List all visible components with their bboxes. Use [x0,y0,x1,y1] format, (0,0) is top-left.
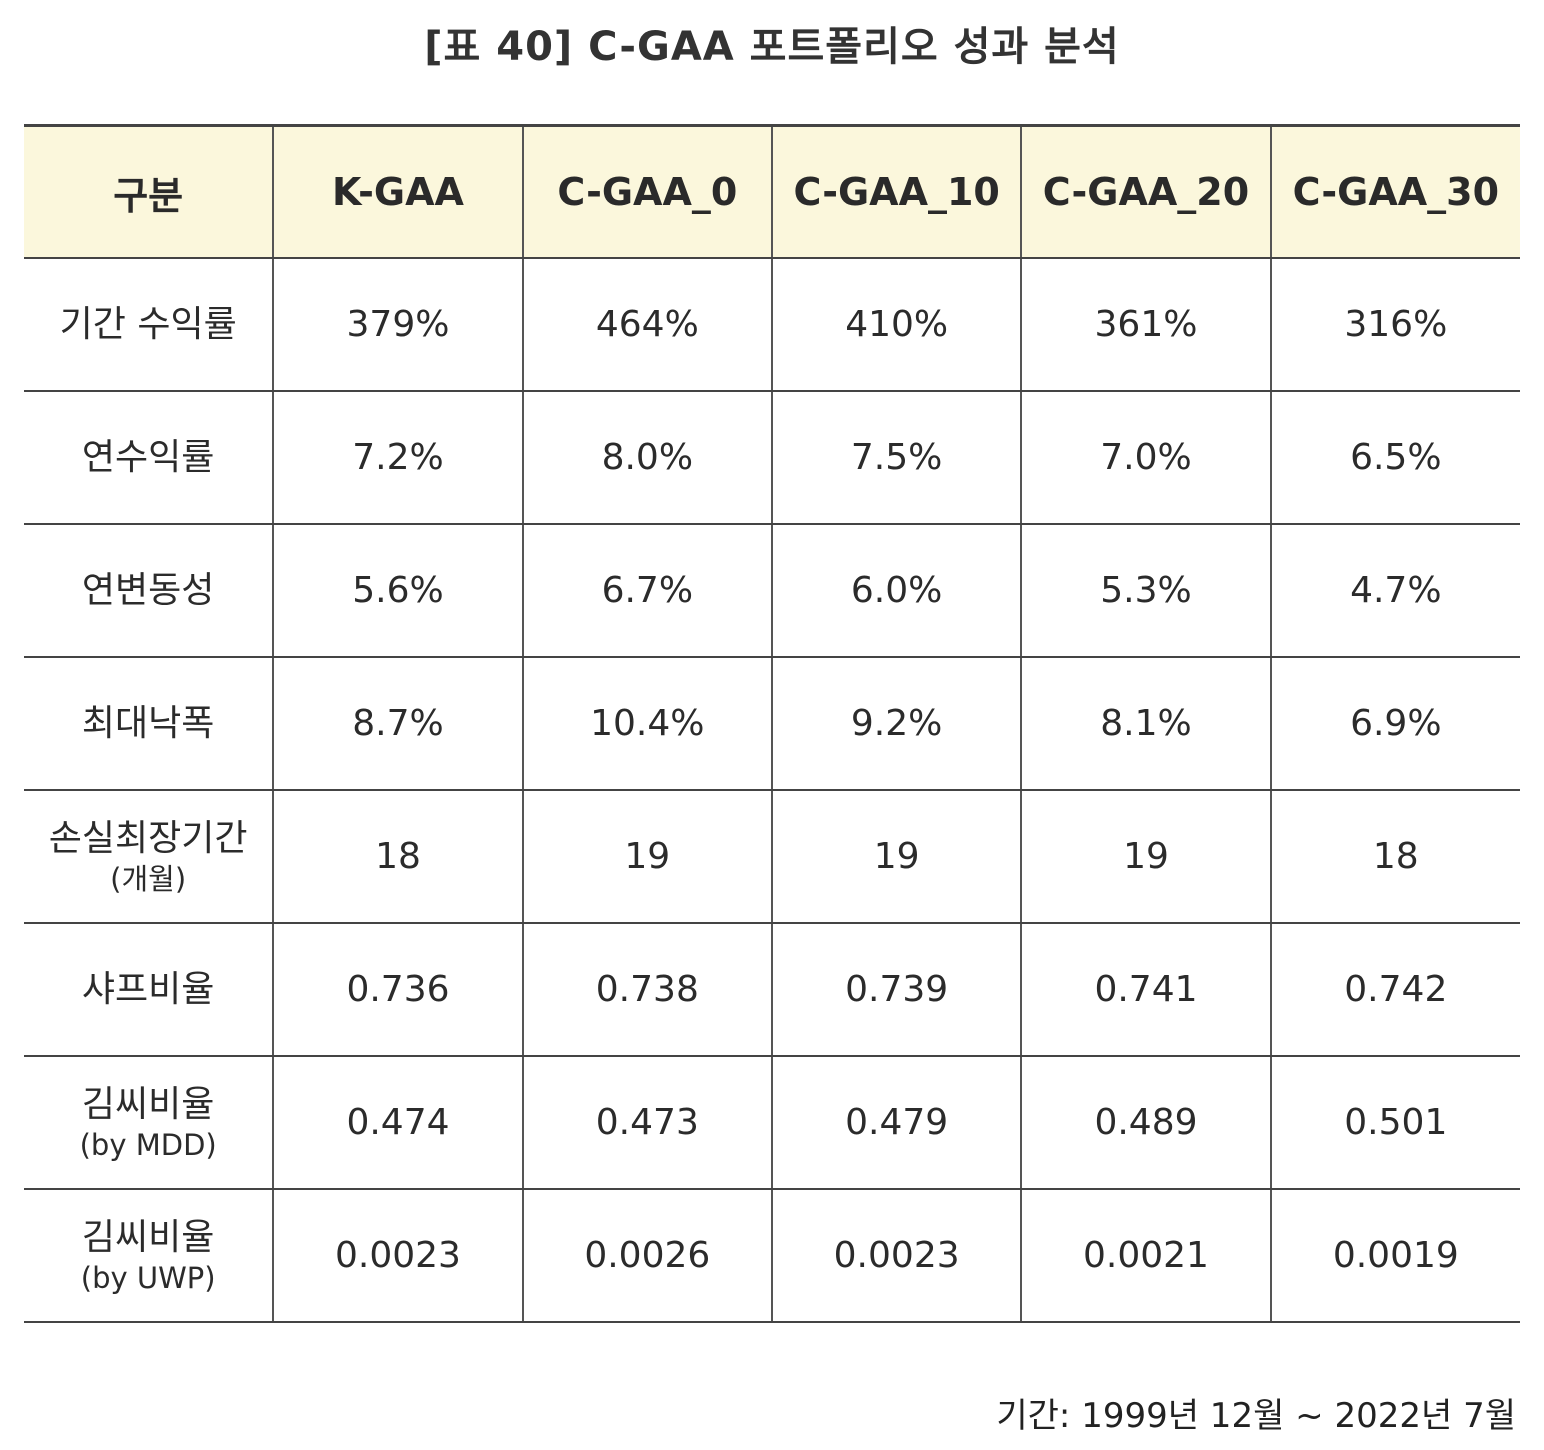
performance-table: 구분 K-GAA C-GAA_0 C-GAA_10 C-GAA_20 C-GAA… [24,124,1520,1323]
table-cell: 7.2% [272,391,523,525]
table-cell: 0.0023 [770,1189,1022,1323]
table-cell: 0.738 [521,923,772,1057]
header-k-gaa: K-GAA [272,124,523,259]
table-cell: 464% [521,258,772,392]
table-cell: 6.0% [770,524,1022,658]
row-label: 기간 수익률 [24,258,274,392]
table-row: 샤프비율 0.736 0.738 0.739 0.741 0.742 [24,923,1520,1057]
table-cell: 6.7% [521,524,772,658]
table-cell: 19 [770,790,1022,924]
table-cell: 0.489 [1020,1056,1271,1190]
row-label: 김씨비율 (by UWP) [24,1189,274,1323]
table-cell: 0.0021 [1020,1189,1271,1323]
table-cell: 8.1% [1020,657,1271,791]
row-label: 손실최장기간 (개월) [24,790,274,924]
table-row: 기간 수익률 379% 464% 410% 361% 316% [24,258,1520,392]
table-cell: 0.0026 [521,1189,772,1323]
table-cell: 4.7% [1269,524,1520,658]
table-cell: 8.0% [521,391,772,525]
table-cell: 5.6% [272,524,523,658]
table-cell: 379% [272,258,523,392]
table-cell: 18 [272,790,523,924]
header-c-gaa-10: C-GAA_10 [770,124,1022,259]
row-label: 연변동성 [24,524,274,658]
table-cell: 7.0% [1020,391,1271,525]
table-cell: 5.3% [1020,524,1271,658]
table-cell: 0.474 [272,1056,523,1190]
table-row: 김씨비율 (by UWP) 0.0023 0.0026 0.0023 0.0021… [24,1189,1520,1323]
row-label-text: 김씨비율 [81,1216,215,1258]
row-label-text: 연변동성 [81,570,215,611]
table-row: 연변동성 5.6% 6.7% 6.0% 5.3% 4.7% [24,524,1520,658]
table-cell: 7.5% [770,391,1022,525]
table-row: 손실최장기간 (개월) 18 19 19 19 18 [24,790,1520,924]
table-cell: 0.742 [1269,923,1520,1057]
row-label-sub: (개월) [110,861,187,896]
header-c-gaa-0: C-GAA_0 [521,124,772,259]
period-footnote: 기간: 1999년 12월 ~ 2022년 7월 [996,1396,1516,1436]
row-label-text: 연수익률 [81,437,215,478]
table-cell: 361% [1020,258,1271,392]
row-label-sub: (by UWP) [80,1260,216,1295]
table-cell: 0.501 [1269,1056,1520,1190]
table-cell: 0.741 [1020,923,1271,1057]
row-label: 최대낙폭 [24,657,274,791]
header-category: 구분 [24,124,274,259]
row-label: 연수익률 [24,391,274,525]
table-cell: 19 [521,790,772,924]
table-cell: 0.0019 [1269,1189,1520,1323]
table-cell: 0.479 [770,1056,1022,1190]
table-title: [표 40] C-GAA 포트폴리오 성과 분석 [424,24,1120,70]
row-label: 샤프비율 [24,923,274,1057]
table-cell: 316% [1269,258,1520,392]
table-cell: 10.4% [521,657,772,791]
header-c-gaa-30: C-GAA_30 [1269,124,1520,259]
row-label-sub: (by MDD) [79,1127,217,1162]
table-cell: 8.7% [272,657,523,791]
table-cell: 0.473 [521,1056,772,1190]
row-label-text: 최대낙폭 [81,703,215,744]
header-c-gaa-20: C-GAA_20 [1020,124,1271,259]
row-label-text: 샤프비율 [81,969,215,1010]
row-label-text: 김씨비율 [81,1083,215,1125]
table-cell: 19 [1020,790,1271,924]
table-cell: 0.739 [770,923,1022,1057]
table-row: 연수익률 7.2% 8.0% 7.5% 7.0% 6.5% [24,391,1520,525]
table-cell: 410% [770,258,1022,392]
table-cell: 6.5% [1269,391,1520,525]
table-header-row: 구분 K-GAA C-GAA_0 C-GAA_10 C-GAA_20 C-GAA… [24,124,1520,259]
table-cell: 0.0023 [272,1189,523,1323]
table-cell: 6.9% [1269,657,1520,791]
row-label-text: 손실최장기간 [48,817,248,859]
row-label-text: 기간 수익률 [59,304,237,345]
table-cell: 9.2% [770,657,1022,791]
table-cell: 18 [1269,790,1520,924]
table-row: 김씨비율 (by MDD) 0.474 0.473 0.479 0.489 0.5… [24,1056,1520,1190]
row-label: 김씨비율 (by MDD) [24,1056,274,1190]
table-row: 최대낙폭 8.7% 10.4% 9.2% 8.1% 6.9% [24,657,1520,791]
table-cell: 0.736 [272,923,523,1057]
